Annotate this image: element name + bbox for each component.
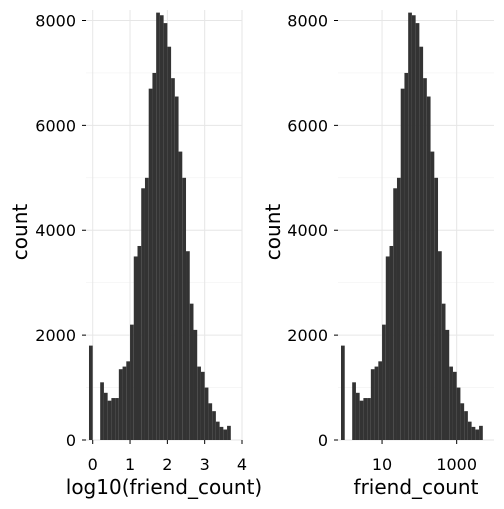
y-tick-label: 4000 [287,221,328,240]
histogram-bar [467,421,472,440]
histogram-bar [174,96,179,441]
histogram-bar [103,392,108,440]
histogram-bar [385,256,390,440]
histogram-bar [212,411,216,440]
y-tick-label: 4000 [35,221,76,240]
histogram-bar [163,23,168,441]
histogram-bar [186,251,190,440]
histogram-bar [126,361,131,440]
x-axis-title: log10(friend_count) [66,475,262,499]
histogram-bar [88,345,93,440]
y-tick-label: 6000 [35,116,76,135]
histogram-bar [408,12,412,441]
histogram-bar [423,78,427,441]
histogram-bar [464,411,468,440]
histogram-bar [167,46,172,441]
histogram-bar [137,245,142,440]
histogram-bar [389,245,394,440]
histogram-bar [359,400,364,440]
histogram-bar [111,398,116,440]
y-tick-label: 2000 [35,326,76,345]
histogram-bar [452,371,457,440]
histogram-bar [219,426,224,440]
histogram-bar [122,366,127,440]
histogram-bar [471,426,476,440]
histogram-bar [107,400,112,440]
y-axis-title: count [261,204,285,261]
histogram-bar [445,329,450,440]
histogram-bar [396,177,401,440]
histogram-bar [449,366,453,440]
histogram-bar [419,46,424,441]
histogram-bar [152,72,157,441]
histogram-bar [426,96,431,441]
histogram-bar [197,366,201,440]
histogram-bar [141,188,145,440]
histogram-bar [156,12,160,441]
y-tick-label: 8000 [35,11,76,30]
histogram-bar [393,188,397,440]
x-axis-title: friend_count [354,475,479,499]
histogram-bar [118,369,123,440]
histogram-bar [475,429,480,440]
histogram-bar [456,387,461,440]
histogram-bar [415,23,420,441]
histogram-bar [404,72,409,441]
y-tick-label: 0 [66,431,76,450]
histogram-bar [411,15,416,441]
histogram-bar [355,392,360,440]
panel-log10-friend-count: 0 2000 4000 6000 8000 0 1 2 3 4log10(friend_count… [8,10,262,499]
x-tick-label: 0 [88,455,98,474]
x-tick-label: 4 [237,455,247,474]
histogram-bar [367,398,371,440]
x-tick-label: 1 [125,455,135,474]
histogram-bar [223,429,228,440]
histogram-bar [193,329,198,440]
histogram-bar [189,303,194,440]
x-tick-label: 3 [200,455,210,474]
histogram-bar [144,177,149,440]
histogram-bar [438,251,442,440]
histogram-bar [363,398,368,440]
histogram-bar [370,369,375,440]
histogram-bar [479,425,483,440]
y-tick-label: 6000 [287,116,328,135]
histogram-bar [204,387,209,440]
x-tick-label: 10 [372,455,392,474]
histogram-bar [340,345,345,440]
x-tick-label: 1000 [436,455,477,474]
histogram-bar [400,88,405,440]
histogram-bar [441,303,446,440]
histogram-bar [130,324,134,440]
histogram-bar [430,151,435,440]
histogram-bar [208,403,213,440]
histogram-bar [352,382,356,440]
histogram-bar [182,177,187,440]
histogram-bar [148,88,153,440]
histogram-bar [200,371,205,440]
histogram-bar [434,177,439,440]
y-tick-label: 2000 [287,326,328,345]
y-axis-title: count [8,204,32,261]
histogram-bar [133,256,138,440]
histogram-bar [159,15,164,441]
histogram-bar [382,324,386,440]
x-tick-label: 2 [162,455,172,474]
histogram-bar [374,366,379,440]
histogram-bar [460,403,465,440]
y-tick-label: 8000 [287,11,328,30]
histogram-bar [100,382,104,440]
histogram-bar [227,425,231,440]
histogram-bar [178,151,183,440]
histogram-bar [171,78,175,441]
histogram-bar [115,398,119,440]
y-tick-label: 0 [318,431,328,450]
histogram-bar [215,421,220,440]
histogram-bar [378,361,383,440]
